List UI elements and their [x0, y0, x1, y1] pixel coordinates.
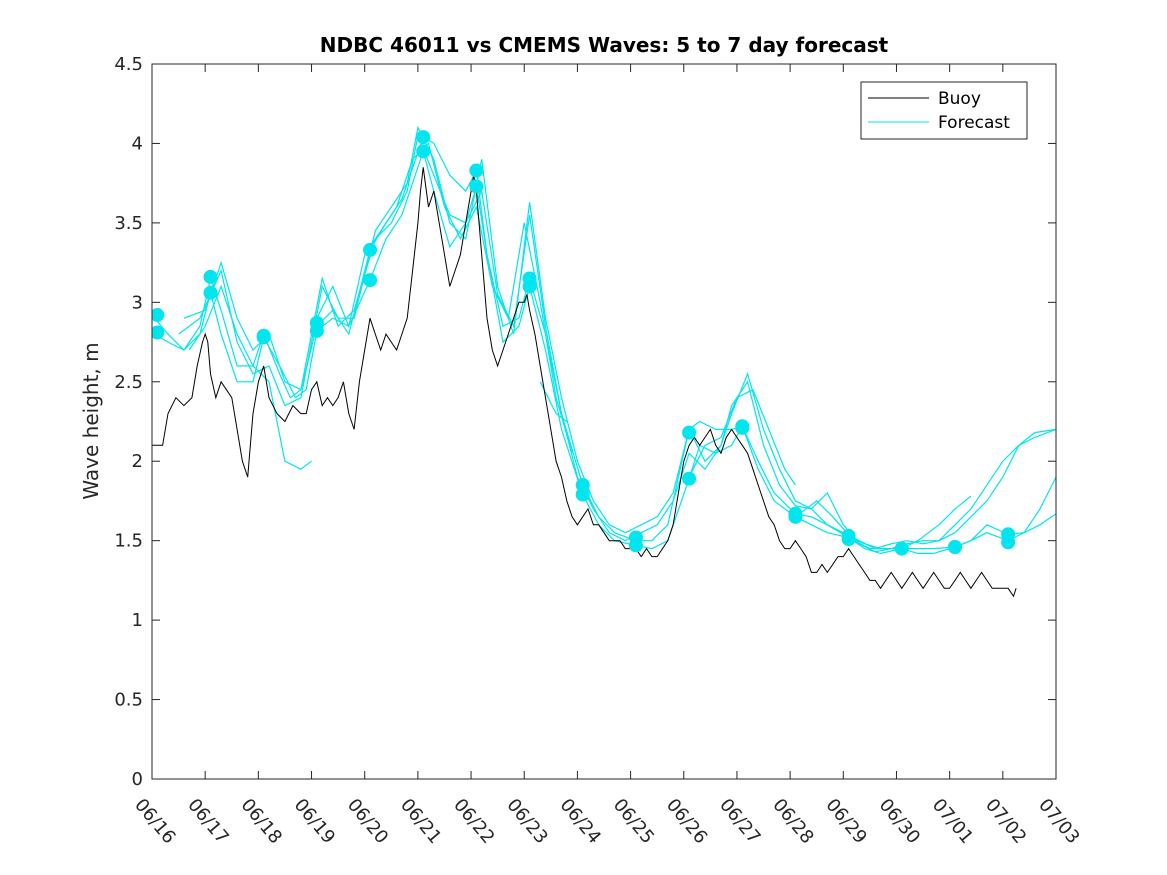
- forecast-run-line-1: [152, 136, 1056, 550]
- forecast-marker-28: [841, 532, 856, 547]
- x-tick-label: 06/25: [609, 795, 658, 848]
- y-tick-label: 1.5: [114, 531, 143, 552]
- x-tick-label: 07/01: [928, 795, 977, 848]
- y-axis-label: Wave height, m: [79, 342, 103, 499]
- x-tick-label: 06/18: [237, 795, 286, 848]
- legend-label-forecast: Forecast: [938, 113, 1010, 133]
- forecast-marker-26: [788, 509, 803, 524]
- y-tick-label: 3: [132, 292, 143, 313]
- axes: 0 0.5 1 1.5 2 2.5 3 3.5 4 4.5 06/16 06/17 06/18 06/19…: [114, 54, 1083, 848]
- forecast-marker-16: [522, 279, 537, 294]
- legend: Buoy Forecast: [860, 81, 1028, 140]
- forecast-marker-30: [894, 541, 909, 556]
- forecast-marker-1: [152, 308, 165, 323]
- y-tick-label: 4.5: [114, 54, 143, 75]
- legend-label-buoy: Buoy: [938, 89, 981, 109]
- forecast-marker-3: [203, 269, 218, 284]
- legend-box: [860, 81, 1028, 140]
- forecast-marker-32: [947, 540, 962, 555]
- forecast-run-line-2: [152, 149, 1056, 555]
- x-tick-label: 06/29: [821, 795, 870, 848]
- y-tick-label: 0: [132, 769, 143, 790]
- forecast-marker-14: [469, 179, 484, 194]
- forecast-marker-11: [416, 130, 431, 145]
- x-tick-label: 06/21: [396, 795, 445, 848]
- y-tick-label: 2: [132, 451, 143, 472]
- x-tick-label: 06/27: [715, 795, 764, 848]
- x-tick-label: 06/30: [875, 795, 924, 848]
- forecast-run-line-6: [316, 142, 573, 454]
- y-tick-label: 3.5: [114, 213, 143, 234]
- forecast-marker-4: [203, 285, 218, 300]
- forecast-marker-13: [469, 163, 484, 178]
- x-tick-label: 07/03: [1034, 795, 1083, 848]
- y-tick-label: 1: [132, 610, 143, 631]
- forecast-run-line-3: [178, 125, 1056, 550]
- x-tick-label: 06/28: [768, 795, 817, 848]
- forecast-run-line-4: [183, 133, 1056, 553]
- y-tick-label: 4: [132, 133, 143, 154]
- forecast-marker-34: [1001, 535, 1016, 550]
- x-tick-label: 06/19: [290, 795, 339, 848]
- y-tick-label: 0.5: [114, 690, 143, 711]
- forecast-marker-2: [152, 325, 165, 340]
- forecast-run-line-9: [795, 495, 972, 550]
- forecast-run-line-5: [188, 284, 312, 470]
- x-tick-label: 06/20: [343, 795, 392, 848]
- forecast-run-line-8: [688, 388, 796, 486]
- axes-frame: [151, 63, 1057, 780]
- y-tick-label: 2.5: [114, 372, 143, 393]
- forecast-marker-24: [735, 420, 750, 435]
- x-tick-label: 06/22: [449, 795, 498, 848]
- x-tick-label: 06/16: [130, 795, 179, 848]
- x-tick-label: 06/23: [502, 795, 551, 848]
- buoy-series-line: [152, 167, 1017, 598]
- x-tick-label: 06/26: [662, 795, 711, 848]
- forecast-marker-12: [416, 144, 431, 159]
- forecast-marker-22: [682, 471, 697, 486]
- chart-title: NDBC 46011 vs CMEMS Waves: 5 to 7 day fo…: [320, 33, 889, 57]
- forecast-marker-6: [256, 330, 271, 345]
- forecast-marker-9: [363, 242, 378, 257]
- x-tick-label: 07/02: [981, 795, 1030, 848]
- plot-area: [152, 125, 1056, 598]
- forecast-marker-10: [363, 273, 378, 288]
- forecast-marker-8: [309, 323, 324, 338]
- forecast-marker-21: [682, 425, 697, 440]
- x-tick-label: 06/24: [556, 795, 605, 848]
- x-tick-label: 06/17: [183, 795, 232, 848]
- forecast-marker-18: [575, 487, 590, 502]
- forecast-marker-20: [628, 538, 643, 553]
- forecast-run-line-7: [539, 381, 568, 422]
